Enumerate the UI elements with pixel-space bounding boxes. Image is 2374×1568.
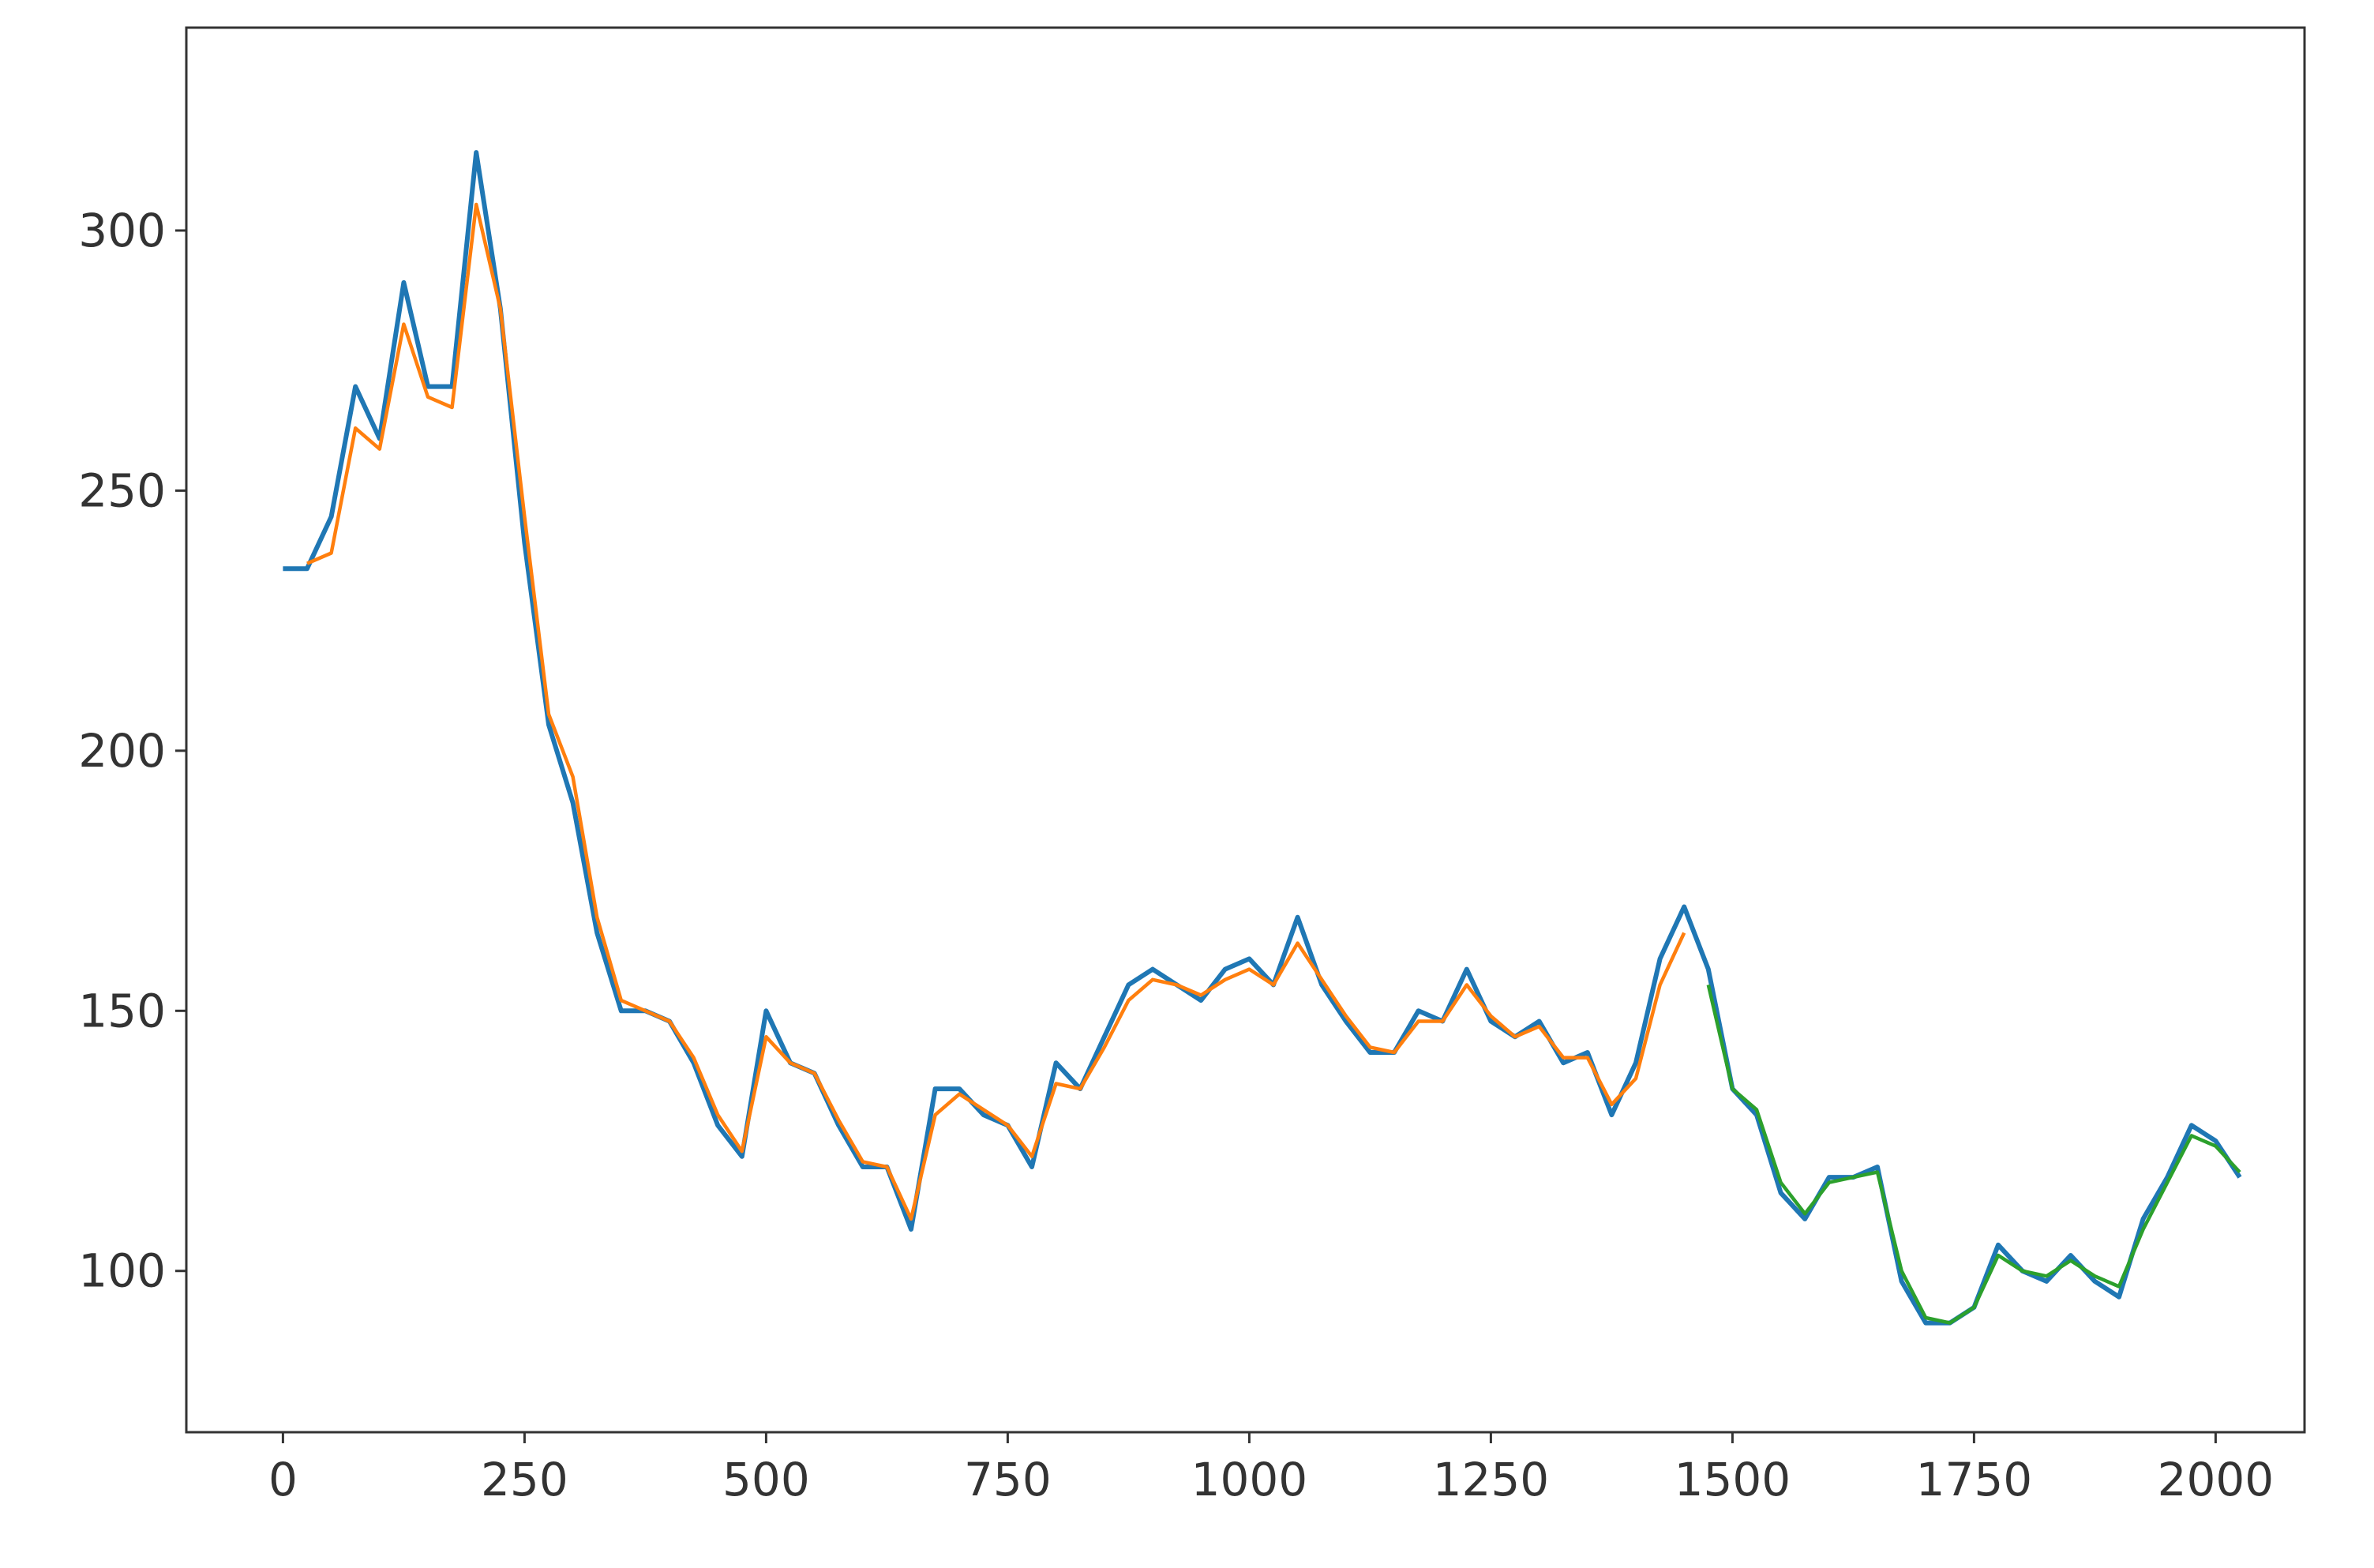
y-tick-label: 250 [78,463,166,517]
x-tick-label: 1500 [1675,1453,1791,1506]
x-tick-label: 1250 [1433,1453,1550,1506]
series-line [283,150,2242,1326]
y-tick-label: 150 [78,984,166,1037]
series-line [1706,984,2241,1325]
y-tick-label: 100 [78,1244,166,1298]
x-tick-label: 0 [268,1453,298,1506]
y-tick-label: 200 [78,724,166,778]
series-line [306,202,1686,1221]
x-tick-label: 2000 [2158,1453,2275,1506]
plot-frame [185,26,2306,1434]
x-tick-label: 1000 [1191,1453,1308,1506]
x-tick-label: 1750 [1916,1453,2033,1506]
x-tick-label: 750 [964,1453,1052,1506]
y-tick-label: 300 [78,204,166,257]
x-tick-label: 500 [722,1453,810,1506]
x-tick-label: 250 [481,1453,568,1506]
